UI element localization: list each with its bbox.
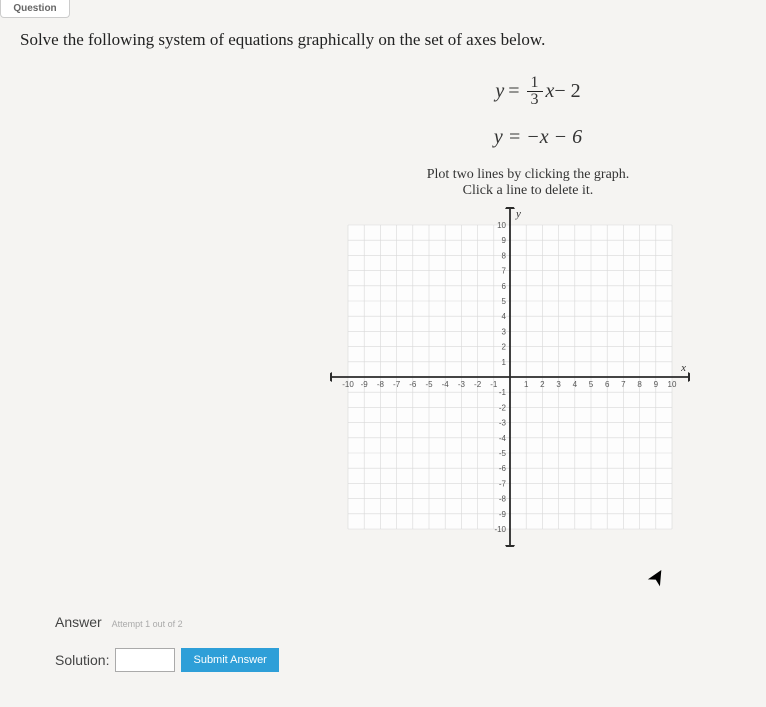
- eq1-num: 1: [527, 75, 543, 92]
- answer-label: Answer Attempt 1 out of 2: [55, 614, 279, 630]
- instruction-line1: Plot two lines by clicking the graph.: [300, 167, 756, 183]
- svg-text:-10: -10: [342, 380, 354, 389]
- eq2-text: y = −x − 6: [494, 126, 582, 149]
- svg-text:9: 9: [654, 380, 659, 389]
- svg-text:5: 5: [502, 297, 507, 306]
- svg-text:9: 9: [502, 236, 507, 245]
- coordinate-graph[interactable]: -10-9-8-7-6-5-4-3-2-112345678910-10-9-8-…: [330, 207, 690, 547]
- svg-text:-8: -8: [377, 380, 385, 389]
- eq1-var: x: [546, 80, 555, 103]
- graph-container: -10-9-8-7-6-5-4-3-2-112345678910-10-9-8-…: [330, 207, 756, 552]
- svg-text:-10: -10: [494, 525, 506, 534]
- equation-2: y = −x − 6: [320, 126, 756, 149]
- instruction-line2: Click a line to delete it.: [300, 183, 756, 199]
- svg-text:-9: -9: [361, 380, 369, 389]
- svg-text:-2: -2: [499, 403, 507, 412]
- svg-text:-1: -1: [490, 380, 498, 389]
- svg-text:2: 2: [540, 380, 545, 389]
- svg-text:-3: -3: [499, 419, 507, 428]
- answer-label-text: Answer: [55, 614, 102, 630]
- eq1-fraction: 1 3: [527, 75, 543, 108]
- svg-text:1: 1: [524, 380, 529, 389]
- svg-text:3: 3: [556, 380, 561, 389]
- svg-text:10: 10: [668, 380, 677, 389]
- answer-section: Answer Attempt 1 out of 2 Solution: Subm…: [55, 614, 279, 672]
- mouse-cursor-icon: ➤: [641, 563, 673, 592]
- svg-text:-4: -4: [499, 434, 507, 443]
- eq1-den: 3: [527, 92, 543, 108]
- svg-text:1: 1: [502, 358, 507, 367]
- svg-text:-3: -3: [458, 380, 466, 389]
- svg-text:-7: -7: [393, 380, 401, 389]
- svg-text:8: 8: [502, 251, 507, 260]
- svg-text:-9: -9: [499, 510, 507, 519]
- svg-text:5: 5: [589, 380, 594, 389]
- content-area: Solve the following system of equations …: [20, 30, 756, 552]
- solution-row: Solution: Submit Answer: [55, 648, 279, 672]
- svg-text:7: 7: [502, 267, 507, 276]
- prompt-text: Solve the following system of equations …: [20, 30, 756, 50]
- solution-label: Solution:: [55, 652, 109, 668]
- equation-1: y = 1 3 x − 2: [320, 75, 756, 108]
- graph-instruction: Plot two lines by clicking the graph. Cl…: [300, 167, 756, 199]
- svg-text:-8: -8: [499, 495, 507, 504]
- equations-block: y = 1 3 x − 2 y = −x − 6: [320, 75, 756, 149]
- question-tab-label: Question: [13, 3, 56, 14]
- attempt-text: Attempt 1 out of 2: [112, 619, 183, 629]
- submit-button[interactable]: Submit Answer: [181, 648, 278, 672]
- svg-text:6: 6: [605, 380, 610, 389]
- svg-text:x: x: [680, 362, 686, 374]
- eq1-lhs: y: [495, 80, 504, 103]
- svg-text:-5: -5: [425, 380, 433, 389]
- svg-text:-7: -7: [499, 479, 507, 488]
- svg-text:8: 8: [637, 380, 642, 389]
- svg-text:2: 2: [502, 343, 507, 352]
- svg-text:4: 4: [502, 312, 507, 321]
- svg-text:3: 3: [502, 327, 507, 336]
- svg-text:-6: -6: [409, 380, 417, 389]
- svg-text:6: 6: [502, 282, 507, 291]
- svg-text:-5: -5: [499, 449, 507, 458]
- solution-input[interactable]: [115, 648, 175, 672]
- svg-text:-1: -1: [499, 388, 507, 397]
- question-tab[interactable]: Question: [0, 0, 70, 18]
- svg-text:10: 10: [497, 221, 506, 230]
- svg-text:-4: -4: [442, 380, 450, 389]
- svg-text:-2: -2: [474, 380, 482, 389]
- svg-text:7: 7: [621, 380, 626, 389]
- eq1-tail: − 2: [554, 80, 580, 103]
- eq1-op: =: [508, 80, 519, 103]
- svg-text:-6: -6: [499, 464, 507, 473]
- svg-text:y: y: [515, 208, 521, 220]
- svg-text:4: 4: [573, 380, 578, 389]
